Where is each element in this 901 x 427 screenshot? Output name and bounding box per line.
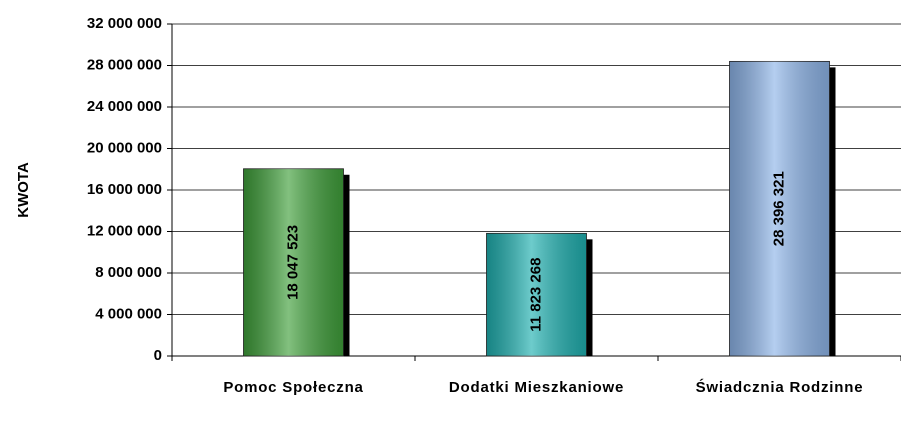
bar-shine <box>243 168 344 356</box>
value-label: 28 396 321 <box>770 171 787 246</box>
y-tick-label: 16 000 000 <box>87 181 162 198</box>
x-tick-label: Świadcznia Rodzinne <box>696 378 864 396</box>
y-tick-label: 4 000 000 <box>95 305 162 322</box>
bar-shine <box>486 233 587 356</box>
bar-shine <box>729 61 830 356</box>
y-tick-label: 20 000 000 <box>87 139 162 156</box>
y-tick-label: 32 000 000 <box>87 15 162 32</box>
x-tick-label: Pomoc Społeczna <box>223 379 363 396</box>
y-tick-label: 28 000 000 <box>87 56 162 73</box>
y-tick-label: 12 000 000 <box>87 222 162 239</box>
y-tick-label: 24 000 000 <box>87 98 162 115</box>
y-tick-label: 0 <box>154 347 162 364</box>
y-axis-label: KWOTA <box>15 162 32 218</box>
x-tick-label: Dodatki Mieszkaniowe <box>449 379 624 396</box>
value-label: 11 823 268 <box>527 258 544 332</box>
value-label: 18 047 523 <box>284 225 301 300</box>
y-tick-label: 8 000 000 <box>95 264 162 281</box>
